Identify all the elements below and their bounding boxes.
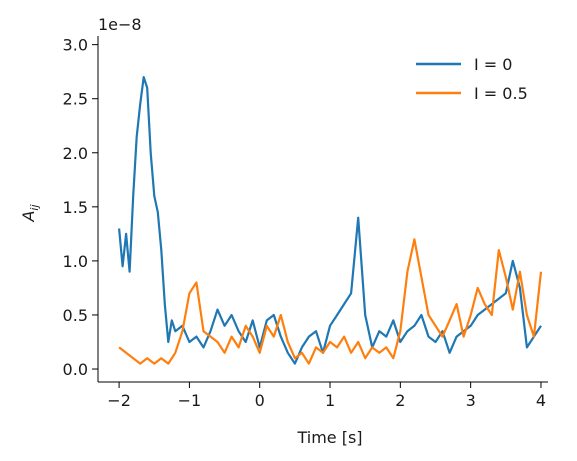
legend-label-1: I = 0 [474, 55, 512, 74]
y-axis-label: Aij [19, 204, 41, 223]
legend-label-2: I = 0.5 [474, 84, 528, 103]
y-tick-label: 2.0 [63, 144, 88, 163]
x-tick-label: 3 [466, 391, 476, 410]
y-tick-label: 2.5 [63, 90, 88, 109]
series-line-1 [118, 75, 542, 365]
x-axis-label: Time [s] [296, 428, 362, 447]
x-tick-label: −2 [107, 391, 131, 410]
x-tick-label: 2 [395, 391, 405, 410]
y-tick-label: 3.0 [63, 36, 88, 55]
x-tick-label: 4 [536, 391, 546, 410]
y-tick-label: 0.0 [63, 360, 88, 379]
y-offset-text: 1e−8 [98, 15, 142, 34]
x-tick-label: −1 [178, 391, 202, 410]
x-tick-label: 1 [325, 391, 335, 410]
series-line-2 [118, 238, 543, 365]
x-tick-label: 0 [255, 391, 265, 410]
y-tick-label: 1.0 [63, 252, 88, 271]
y-tick-label: 0.5 [63, 306, 88, 325]
y-tick-label: 1.5 [63, 198, 88, 217]
legend: I = 0 I = 0.5 [416, 55, 528, 103]
